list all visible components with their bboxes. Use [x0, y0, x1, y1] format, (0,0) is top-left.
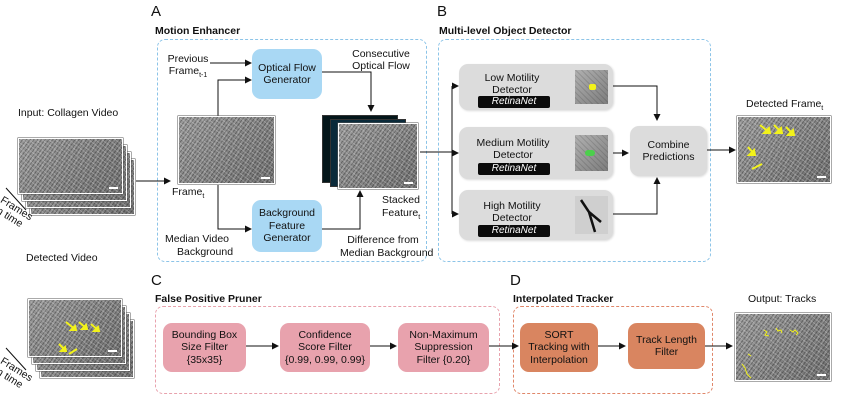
- stacked-feature-layer-1: [338, 123, 418, 189]
- frame-t-image: [178, 116, 275, 184]
- output-tracks-image: [735, 313, 831, 381]
- detected-video-label: Detected Video: [26, 252, 98, 264]
- retinanet-badge: RetinaNet: [478, 163, 550, 175]
- input-video-label: Input: Collagen Video: [18, 107, 119, 119]
- panel-b-letter: B: [437, 3, 448, 20]
- frame-t-label: Framet: [172, 186, 205, 201]
- medium-motility-detector-card: Medium Motility Detector RetinaNet: [459, 127, 613, 179]
- detected-video-frame-1: [28, 299, 122, 357]
- median-video-background-label: Median Video Background: [165, 233, 234, 258]
- false-positive-pruner-panel: [155, 306, 500, 394]
- panel-c-title: False Positive Pruner: [155, 293, 262, 305]
- track-length-filter-box: Track Length Filter: [628, 323, 705, 369]
- previous-frame-label: Previous Framet-1: [167, 53, 209, 80]
- detected-frame-image: [737, 116, 831, 183]
- panel-d-letter: D: [510, 272, 521, 289]
- optical-flow-generator-box: Optical Flow Generator: [252, 49, 322, 99]
- panel-a-letter: A: [151, 3, 162, 20]
- retinanet-badge: RetinaNet: [478, 225, 550, 237]
- retinanet-badge: RetinaNet: [478, 96, 550, 108]
- consecutive-optical-flow-label: Consecutive Optical Flow: [352, 48, 410, 72]
- background-feature-generator-box: Background Feature Generator: [252, 200, 322, 252]
- difference-from-median-label: Difference from Median Background: [340, 234, 434, 259]
- low-motility-detector-card: Low Motility Detector RetinaNet: [459, 64, 613, 110]
- detected-frame-label: Detected Framet: [746, 98, 824, 113]
- non-maximum-suppression-filter: Non-Maximum Suppression Filter {0.20}: [398, 323, 489, 372]
- high-motility-detector-card: High Motility Detector RetinaNet: [459, 190, 613, 240]
- output-track-lines: [741, 327, 799, 379]
- input-video-frame-1: [18, 138, 123, 194]
- medium-motility-thumbnail: [575, 135, 608, 171]
- low-motility-thumbnail: [575, 70, 608, 104]
- panel-d-title: Interpolated Tracker: [513, 293, 614, 305]
- confidence-score-filter: Confidence Score Filter {0.99, 0.99, 0.9…: [280, 323, 370, 372]
- combine-predictions-box: Combine Predictions: [630, 126, 707, 176]
- detected-video-markers: [58, 321, 101, 355]
- motion-enhancer-panel: [157, 39, 427, 262]
- bounding-box-size-filter: Bounding Box Size Filter {35x35}: [163, 323, 246, 372]
- interpolated-tracker-panel: [513, 306, 713, 394]
- panel-b-title: Multi-level Object Detector: [439, 25, 572, 37]
- stacked-feature-label: Stacked Featuret: [382, 194, 421, 222]
- panel-a-title: Motion Enhancer: [155, 25, 241, 37]
- panel-c-letter: C: [151, 272, 162, 289]
- sort-tracking-box: SORT Tracking with Interpolation: [520, 323, 598, 372]
- output-tracks-label: Output: Tracks: [748, 293, 817, 305]
- detected-frame-markers: [746, 124, 796, 170]
- high-motility-thumbnail: [575, 196, 608, 234]
- high-motility-streak: [579, 199, 602, 233]
